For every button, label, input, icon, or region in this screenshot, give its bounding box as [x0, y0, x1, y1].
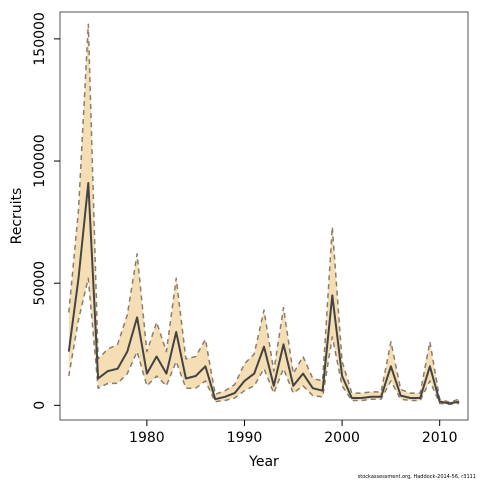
y-axis: 0 50000 100000 150000 [32, 12, 60, 410]
source-footnote: stockassessment.org, Haddock-2014-56, r3… [358, 474, 476, 480]
y-axis-title: Recruits [9, 188, 25, 245]
y-tick-label: 100000 [32, 134, 48, 187]
upper-bound-line [68, 23, 460, 403]
x-tick-label: 2010 [422, 430, 458, 446]
y-tick-label: 0 [32, 401, 48, 410]
plot-frame [59, 11, 469, 421]
x-tick-label: 2000 [324, 430, 360, 446]
x-tick-label: 1980 [129, 430, 165, 446]
estimate-line [67, 182, 460, 405]
lower-bound-line [68, 277, 460, 406]
confidence-band [68, 24, 460, 405]
x-axis-title: Year [248, 454, 279, 470]
x-tick-label: 1990 [227, 430, 263, 446]
y-tick-label: 50000 [32, 261, 48, 306]
x-axis: 1980 1990 2000 2010 [129, 420, 458, 446]
y-tick-label: 150000 [32, 12, 48, 65]
